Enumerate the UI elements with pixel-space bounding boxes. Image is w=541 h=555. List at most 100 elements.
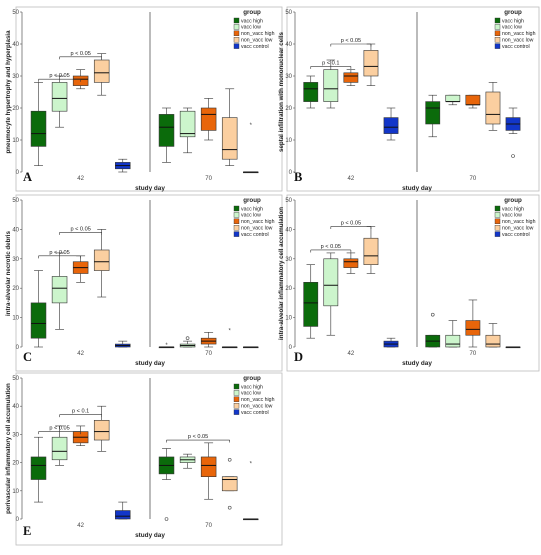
y-tick-label: 0 bbox=[16, 170, 20, 176]
x-axis-title: study day bbox=[135, 360, 165, 367]
box-non-vacc-high-day-70 bbox=[200, 98, 217, 141]
x-tick-label: 70 bbox=[205, 176, 212, 182]
legend-swatch bbox=[233, 383, 240, 390]
y-tick-label: 50 bbox=[12, 10, 19, 16]
legend-entry: vacc control bbox=[241, 232, 269, 238]
panel-frame bbox=[15, 194, 283, 372]
outlier-star: * bbox=[229, 328, 232, 334]
box-iqr bbox=[343, 72, 359, 83]
box-vacc-control-day-42 bbox=[115, 501, 131, 520]
box-iqr bbox=[30, 302, 47, 339]
legend-entry: vacc control bbox=[502, 44, 530, 50]
y-tick-label: 20 bbox=[12, 461, 19, 467]
legend-swatch bbox=[494, 205, 501, 212]
box-vacc-control-day-70 bbox=[505, 107, 521, 158]
box-iqr bbox=[485, 91, 501, 125]
box-iqr bbox=[323, 258, 339, 307]
x-tick-label: 70 bbox=[470, 176, 477, 182]
legend-entry: vacc control bbox=[241, 44, 269, 50]
chart-panel-a: 0 10 20 30 40 50 pneumocyte hypertrophy and hy… bbox=[5, 6, 283, 192]
legend-swatch bbox=[233, 212, 240, 218]
panel-frame bbox=[286, 6, 540, 192]
outlier-star: * bbox=[250, 123, 253, 129]
box-iqr bbox=[465, 94, 481, 106]
legend-entry: vacc low bbox=[241, 213, 261, 219]
y-axis-title: intra-alveolar inflammatory cell accumul… bbox=[278, 207, 285, 340]
box-vacc-control-day-42 bbox=[383, 107, 399, 141]
panel-letter: D bbox=[294, 350, 303, 364]
box-non-vacc-low-day-70 bbox=[221, 457, 238, 510]
y-tick-label: 10 bbox=[285, 138, 292, 144]
y-tick-label: 30 bbox=[285, 74, 292, 80]
panel-letter: C bbox=[23, 350, 32, 364]
p-value-label: p < 0.1 bbox=[322, 60, 339, 66]
y-axis-title: septal infiltration with mononuclear cel… bbox=[278, 31, 285, 152]
y-axis-title: perivascular inflammatory cell accumulat… bbox=[5, 383, 12, 514]
y-tick-label: 20 bbox=[285, 106, 292, 112]
y-axis-title: intra-alveolar necrotic debris bbox=[5, 230, 12, 315]
box-non-vacc-low-day-42 bbox=[363, 226, 379, 274]
box-iqr bbox=[179, 110, 196, 138]
y-tick-label: 30 bbox=[285, 257, 292, 263]
p-value-label: p < 0.05 bbox=[188, 434, 208, 440]
y-axis-title: pneumocyte hypertrophy and hyperplasia bbox=[5, 30, 12, 154]
box-non-vacc-low-day-42 bbox=[93, 53, 110, 96]
legend-entry: non_vacc low bbox=[241, 38, 273, 44]
box-vacc-low-day-42 bbox=[323, 59, 339, 109]
p-value-label: p < 0.05 bbox=[70, 226, 90, 232]
panel-letter: E bbox=[23, 524, 31, 538]
panel-frame bbox=[15, 6, 283, 192]
legend-entry: non_vacc high bbox=[241, 219, 275, 225]
legend-title: group bbox=[243, 375, 261, 382]
legend-entry: vacc high bbox=[241, 18, 263, 24]
legend-entry: vacc high bbox=[502, 18, 524, 24]
legend-entry: vacc high bbox=[502, 206, 524, 212]
legend-entry: non_vacc low bbox=[502, 38, 534, 44]
outlier-star: * bbox=[165, 343, 168, 349]
legend-swatch bbox=[494, 24, 501, 30]
box-vacc-low-day-70 bbox=[179, 336, 196, 348]
box-vacc-control-day-42 bbox=[383, 337, 399, 348]
legend-swatch bbox=[494, 43, 501, 49]
box-non-vacc-high-day-70 bbox=[200, 331, 217, 348]
outlier-circle bbox=[185, 336, 190, 340]
y-tick-label: 10 bbox=[12, 138, 19, 144]
legend-entry: non_vacc high bbox=[241, 397, 275, 403]
box-vacc-high-day-42 bbox=[30, 270, 47, 348]
box-non-vacc-high-day-42 bbox=[72, 425, 89, 446]
box-iqr bbox=[445, 334, 461, 348]
box-vacc-control-day-70: * bbox=[243, 462, 259, 521]
y-tick-label: 20 bbox=[12, 286, 19, 292]
box-iqr bbox=[303, 82, 319, 102]
legend-swatch bbox=[233, 396, 240, 402]
chart-panel-b: 0 10 20 30 40 50 septal infiltration with mono… bbox=[278, 6, 540, 192]
legend-entry: non_vacc low bbox=[502, 226, 534, 232]
box-vacc-low-day-70 bbox=[445, 94, 461, 106]
y-tick-label: 50 bbox=[12, 198, 19, 204]
legend-swatch bbox=[494, 224, 501, 231]
significance-bracket: p < 0.05 bbox=[59, 226, 102, 235]
box-iqr bbox=[485, 334, 501, 348]
y-tick-label: 30 bbox=[12, 432, 19, 438]
box-vacc-high-day-42 bbox=[303, 264, 319, 339]
legend-swatch bbox=[233, 390, 240, 396]
legend-entry: non_vacc high bbox=[241, 31, 275, 37]
box-vacc-high-day-42 bbox=[303, 75, 319, 109]
box-non-vacc-high-day-42 bbox=[343, 252, 359, 274]
y-tick-label: 50 bbox=[12, 376, 19, 382]
significance-bracket: p < 0.05 bbox=[38, 250, 81, 259]
y-tick-label: 20 bbox=[285, 286, 292, 292]
significance-bracket: p < 0.05 bbox=[310, 244, 352, 253]
box-iqr bbox=[343, 258, 359, 268]
outlier-circle bbox=[511, 154, 515, 158]
box-non-vacc-high-day-42 bbox=[343, 69, 359, 86]
legend-title: group bbox=[504, 9, 522, 16]
box-vacc-control-day-70: * bbox=[243, 123, 259, 174]
box-iqr bbox=[30, 110, 47, 147]
box-iqr bbox=[221, 476, 238, 492]
box-vacc-control-day-42 bbox=[115, 340, 131, 348]
chart-panel-c: 0 10 20 30 40 50 intra-alveolar necrotic debri… bbox=[5, 194, 283, 372]
